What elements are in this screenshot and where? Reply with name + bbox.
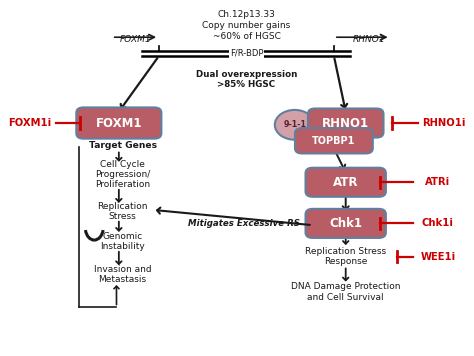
Text: RHNO1: RHNO1 (353, 35, 386, 44)
Text: F/R-BDP: F/R-BDP (230, 49, 263, 58)
FancyBboxPatch shape (306, 209, 386, 238)
Text: RHNO1i: RHNO1i (422, 118, 465, 128)
Text: Genomic
Instability: Genomic Instability (100, 232, 145, 251)
Text: Replication Stress
Response: Replication Stress Response (305, 247, 386, 266)
Text: FOXM1i: FOXM1i (9, 118, 52, 128)
Text: Replication
Stress: Replication Stress (97, 202, 148, 221)
Text: DNA Damage Protection
and Cell Survival: DNA Damage Protection and Cell Survival (291, 282, 401, 302)
Text: Target Genes: Target Genes (89, 141, 156, 150)
Text: Chk1i: Chk1i (422, 218, 454, 229)
Text: Cell Cycle
Progression/
Proliferation: Cell Cycle Progression/ Proliferation (95, 160, 150, 189)
FancyBboxPatch shape (306, 168, 386, 197)
FancyBboxPatch shape (76, 108, 161, 138)
Text: Invasion and
Metastasis: Invasion and Metastasis (94, 265, 151, 284)
Text: Mitigates Excessive RS: Mitigates Excessive RS (188, 219, 300, 228)
Text: 9-1-1: 9-1-1 (283, 120, 306, 129)
Text: RHNO1: RHNO1 (322, 116, 369, 130)
Text: Ch.12p13.33
Copy number gains
~60% of HGSC: Ch.12p13.33 Copy number gains ~60% of HG… (202, 10, 291, 41)
Text: TOPBP1: TOPBP1 (312, 136, 356, 146)
Text: Dual overexpression
>85% HGSC: Dual overexpression >85% HGSC (196, 70, 297, 89)
FancyBboxPatch shape (308, 109, 383, 137)
Text: ATRi: ATRi (425, 177, 450, 187)
FancyBboxPatch shape (295, 128, 373, 153)
Text: FOXM1: FOXM1 (119, 35, 151, 44)
Text: Chk1: Chk1 (329, 217, 362, 230)
Text: ATR: ATR (333, 176, 358, 189)
Circle shape (275, 110, 315, 140)
Text: FOXM1: FOXM1 (96, 116, 142, 130)
Text: WEE1i: WEE1i (420, 252, 456, 262)
